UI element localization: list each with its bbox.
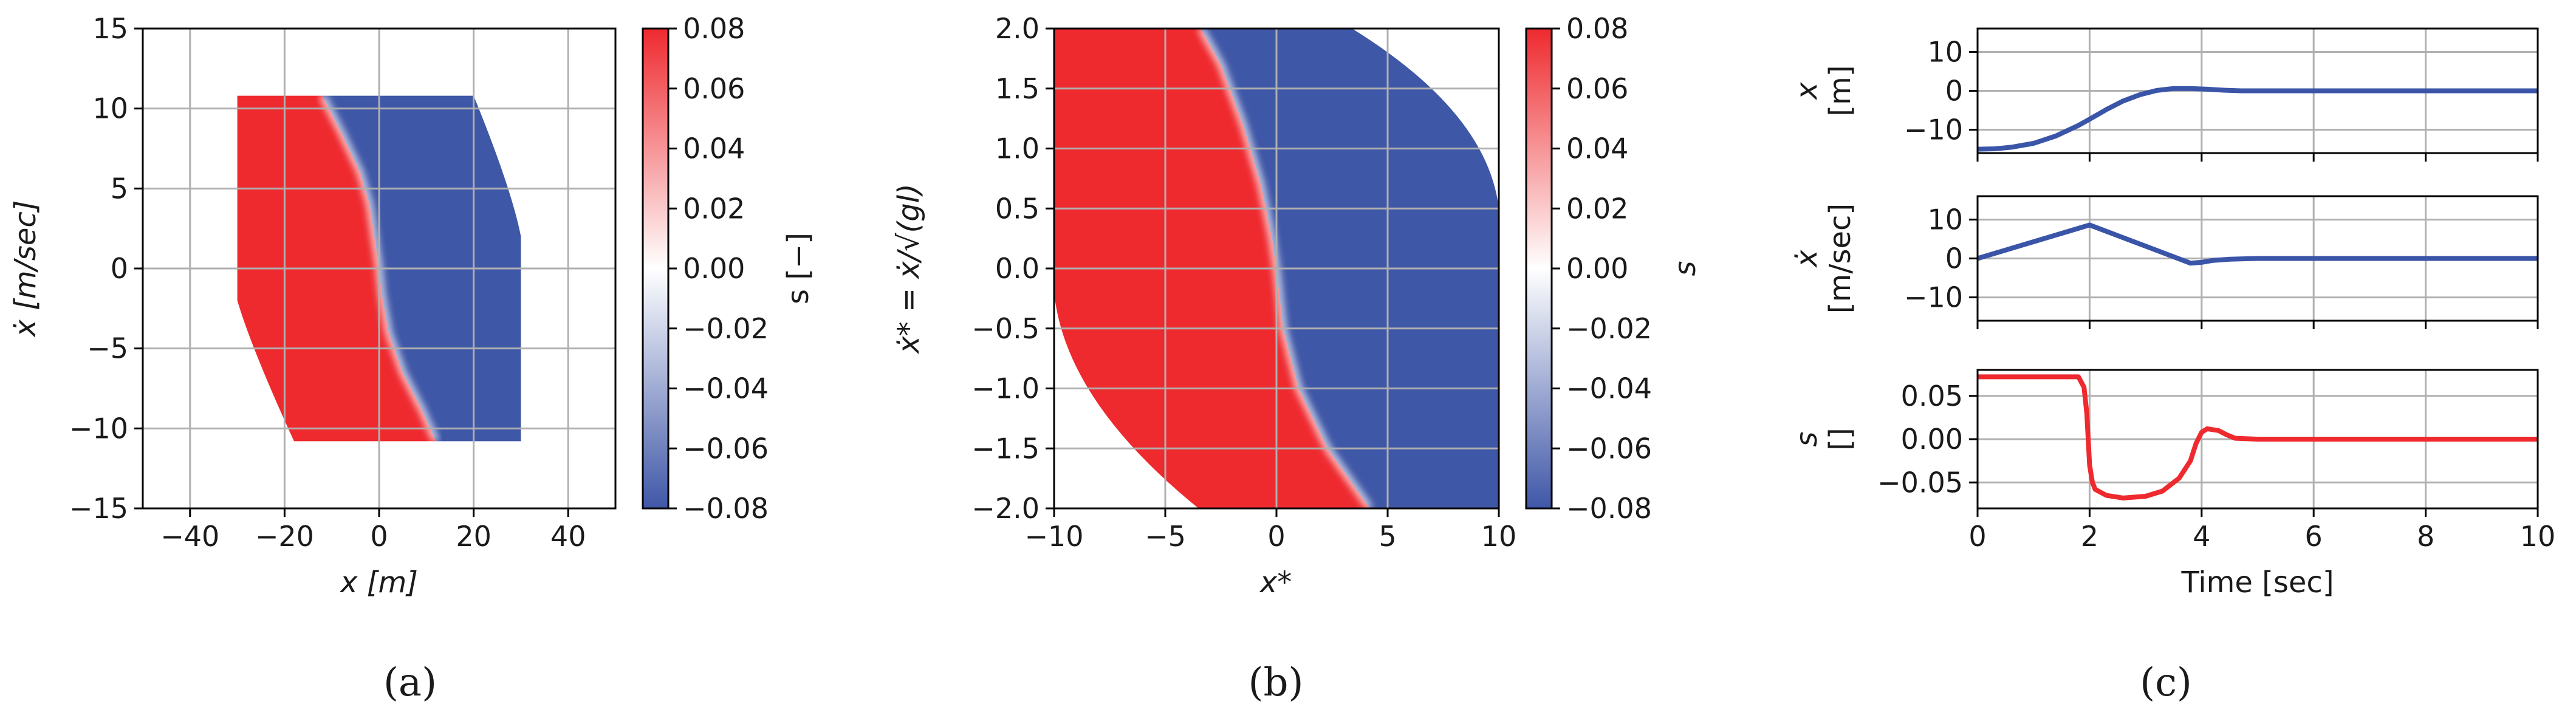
y-tick-label: 0 [1945,75,1963,108]
subplot-yunit: [m/sec] [1823,203,1857,313]
series-line [1978,374,2538,501]
panel-b-heatmap: −10 −5 0 5 10 −2.0 −1.5 −1.0 −0.5 0.0 0.5 1.0 1.5 2.… [892,12,1702,600]
colorbar-tick-label: 0.08 [1566,12,1628,45]
x-tick-label: 2 [2081,520,2098,553]
x-tick-label: 8 [2417,520,2434,553]
x-tick-label: −40 [160,520,219,553]
x-tick-label: −5 [1145,520,1186,553]
panel-c-xlabel: Time [sec] [2180,566,2334,600]
subplot-yunit: [] [1823,428,1857,450]
x-tick-label: 10 [2520,520,2556,553]
colorbar-tick-label: −0.06 [683,432,769,465]
x-tick-label: 10 [1481,520,1517,553]
panel-a-x-ticks: −40 −20 0 20 40 [160,508,586,553]
subplot-frame [1976,27,2539,154]
colorbar-tick-label: −0.08 [683,492,769,525]
subplot-ylabel: ẋ [1790,250,1824,268]
x-tick-label: 6 [2305,520,2323,553]
y-tick-label: 1.5 [995,72,1040,105]
y-tick-label: −1.0 [971,372,1040,405]
panel-a-xlabel: x [m] [339,566,418,600]
y-tick-label: −5 [87,332,128,365]
y-tick-label: −2.0 [971,492,1040,525]
panel-b-colorbar-label: s [1668,261,1702,276]
y-tick-label: 0 [111,252,128,285]
colorbar-tick-label: −0.08 [1566,492,1652,525]
panel-b-colorbar [1525,27,1553,510]
series-line [1977,86,2538,152]
y-tick-label: 0.0 [995,252,1040,285]
panel-c-time-series: −10 0 10 x [m] −10 0 10 ẋ [m/sec] 0 2 4 6 8 10 −0.05 0.… [1790,27,2556,600]
x-tick-label: 40 [550,520,586,553]
y-tick-label: 15 [92,12,128,45]
x-tick-label: 0 [370,520,388,553]
colorbar-tick-label: 0.00 [683,252,745,285]
panel-b-y-ticks: −2.0 −1.5 −1.0 −0.5 0.0 0.5 1.0 1.5 2.0 [971,12,1054,525]
colorbar-tick-label: −0.02 [683,312,769,345]
panel-label-c: (c) [2140,660,2192,705]
x-tick-label: 20 [456,520,492,553]
panel-label-b: (b) [1249,660,1304,705]
y-tick-label: −10 [1904,114,1963,146]
colorbar-tick-label: 0.06 [683,72,745,105]
colorbar-tick-label: −0.02 [1566,312,1652,345]
colorbar-tick-label: 0.06 [1566,72,1628,105]
subplot-frame [1976,369,2539,510]
x-tick-label: −20 [255,520,314,553]
series-line [1976,222,2538,266]
y-tick-label: 0.05 [1901,380,1963,412]
colorbar-tick-label: 0.04 [683,132,745,165]
x-tick-label: 0 [1267,520,1285,553]
y-tick-label: 2.0 [995,12,1040,45]
panel-c-switching-subplot: 0 2 4 6 8 10 −0.05 0.00 0.05 s[] [1790,369,2556,553]
panel-b-xlabel: x* [1259,566,1292,600]
subplot-frame [1976,195,2539,322]
colorbar-tick-label: 0.02 [1566,192,1628,225]
subplot-yunit: [m] [1823,65,1857,116]
x-tick-label: −10 [1024,520,1083,553]
colorbar-tick-label: 0.08 [683,12,745,45]
y-tick-label: 5 [111,172,128,205]
subplot-ylabel: s [1790,431,1824,446]
x-tick-label: 0 [1968,520,1986,553]
y-tick-label: −0.5 [971,312,1040,345]
x-tick-label: 5 [1379,520,1396,553]
y-tick-label: 0.00 [1901,423,1963,456]
panel-b-colorbar-ticks: 0.08 0.06 0.04 0.02 0.00 −0.02 −0.04 −0.06 −0.08 [1552,12,1652,525]
panel-a-ylabel: ẋ [m/sec] [9,200,43,338]
y-tick-label: 0 [1945,242,1963,275]
colorbar-tick-label: 0.04 [1566,132,1628,165]
colorbar-tick-label: 0.02 [683,192,745,225]
subplot-ylabel: x [1790,82,1824,101]
y-tick-label: 10 [1927,203,1963,236]
colorbar-tick-label: −0.06 [1566,432,1652,465]
x-tick-label: 4 [2193,520,2210,553]
panel-c-velocity-subplot: −10 0 10 ẋ [m/sec] [1790,195,2539,329]
panel-b-x-ticks: −10 −5 0 5 10 [1024,508,1516,553]
panel-b-switching-blend [1198,29,1372,508]
panel-a-heatmap: −40 −20 0 20 40 −15 −10 −5 0 5 10 15 x [m] ẋ [m/se… [9,12,815,600]
y-tick-label: 1.0 [995,132,1040,165]
panel-a-colorbar [642,27,670,510]
panel-c-position-subplot: −10 0 10 x [m] [1790,27,2539,162]
panel-b-ylabel: ẋ* = ẋ/√(gl) [892,183,926,355]
y-tick-label: 10 [1927,35,1963,68]
y-tick-label: −0.05 [1877,466,1963,499]
y-tick-label: −10 [69,412,128,445]
panel-a-y-ticks: −15 −10 −5 0 5 10 15 [69,12,143,525]
colorbar-tick-label: −0.04 [683,372,769,405]
panel-label-a: (a) [383,660,437,705]
y-tick-label: −1.5 [971,432,1040,465]
panel-a-colorbar-ticks: 0.08 0.06 0.04 0.02 0.00 −0.02 −0.04 −0.06 −0.08 [668,12,769,525]
colorbar-tick-label: −0.04 [1566,372,1652,405]
y-tick-label: 0.5 [995,192,1040,225]
y-tick-label: −10 [1904,281,1963,314]
panel-a-colorbar-label: s [−] [781,233,815,304]
colorbar-tick-label: 0.00 [1566,252,1628,285]
y-tick-label: −15 [69,492,128,525]
y-tick-label: 10 [92,92,128,125]
